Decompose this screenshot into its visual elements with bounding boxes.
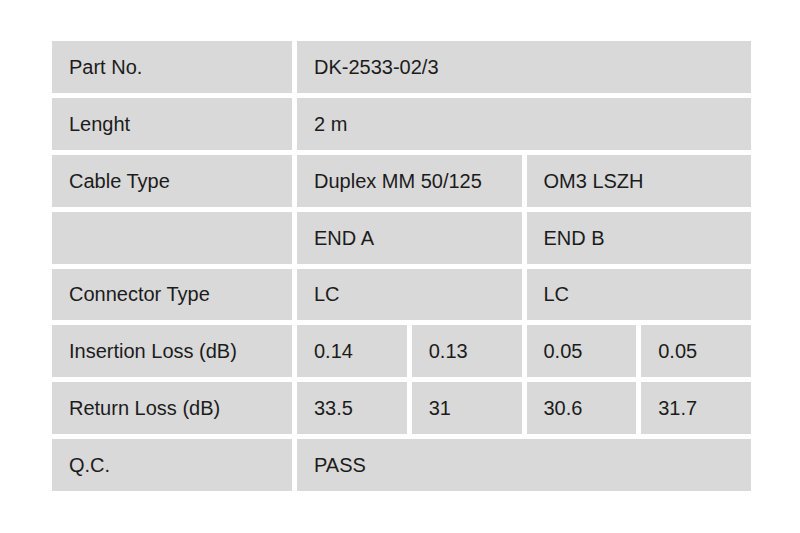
part-no-value: DK-2533-02/3 [297,41,751,93]
connector-type-end-a: LC [297,269,522,321]
return-loss-end-a-fiber-2: 31 [412,382,522,434]
end-b-header: END B [527,212,752,264]
insertion-loss-end-b-fiber-1: 0.05 [527,325,637,377]
return-loss-label: Return Loss (dB) [52,382,292,434]
return-loss-end-b-fiber-2: 31.7 [641,382,751,434]
cable-type-label: Cable Type [52,155,292,207]
end-header-spacer [52,212,292,264]
end-a-header: END A [297,212,522,264]
length-label: Lenght [52,98,292,150]
insertion-loss-end-a-fiber-1: 0.14 [297,325,407,377]
connector-type-label: Connector Type [52,269,292,321]
insertion-loss-label: Insertion Loss (dB) [52,325,292,377]
connector-type-end-b: LC [527,269,752,321]
return-loss-end-a-fiber-1: 33.5 [297,382,407,434]
part-no-label: Part No. [52,41,292,93]
insertion-loss-end-a-fiber-2: 0.13 [412,325,522,377]
cable-type-value-1: Duplex MM 50/125 [297,155,522,207]
qc-spec-table: Part No. DK-2533-02/3 Lenght 2 m Cable T… [52,41,751,491]
length-value: 2 m [297,98,751,150]
insertion-loss-end-b-fiber-2: 0.05 [641,325,751,377]
cable-type-value-2: OM3 LSZH [527,155,752,207]
page: Part No. DK-2533-02/3 Lenght 2 m Cable T… [0,0,800,533]
qc-label: Q.C. [52,439,292,491]
return-loss-end-b-fiber-1: 30.6 [527,382,637,434]
qc-result-value: PASS [297,439,751,491]
